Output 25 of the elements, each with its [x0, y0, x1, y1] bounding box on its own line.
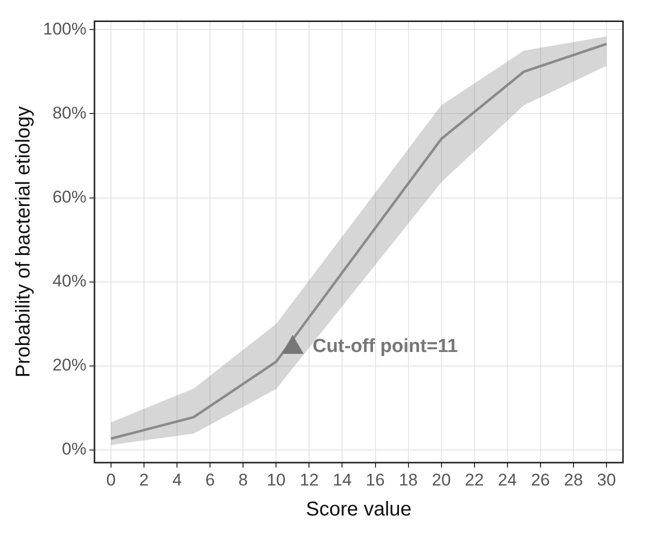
- annotation: Cut-off point=11: [312, 336, 458, 358]
- x-tick-label: 20: [432, 470, 451, 490]
- x-tick-label: 10: [266, 470, 286, 490]
- x-tick-label: 4: [172, 470, 182, 490]
- x-tick-label: 28: [564, 470, 583, 490]
- x-tick-label: 26: [530, 470, 550, 490]
- y-tick-label: 60%: [52, 187, 86, 206]
- y-tick-label: 20%: [52, 356, 86, 375]
- x-tick-label: 22: [464, 470, 484, 490]
- y-tick-label: 40%: [52, 272, 86, 291]
- x-tick-label: 2: [139, 470, 149, 490]
- y-tick-label: 100%: [42, 19, 86, 38]
- x-tick-label: 12: [300, 470, 319, 490]
- y-tick-label: 80%: [52, 103, 86, 122]
- x-tick-label: 24: [498, 470, 517, 490]
- x-tick-label: 0: [106, 470, 116, 490]
- x-tick-label: 14: [332, 470, 352, 490]
- x-axis-title: Score value: [306, 498, 412, 521]
- x-tick-label: 6: [205, 470, 215, 490]
- x-tick-label: 18: [398, 470, 418, 490]
- x-tick-label: 16: [366, 470, 385, 490]
- y-axis-title: Probability of bacterial etiology: [12, 106, 35, 378]
- y-tick-label: 0%: [62, 440, 86, 459]
- x-tick-label: 8: [238, 470, 248, 490]
- x-tick-label: 30: [597, 470, 616, 490]
